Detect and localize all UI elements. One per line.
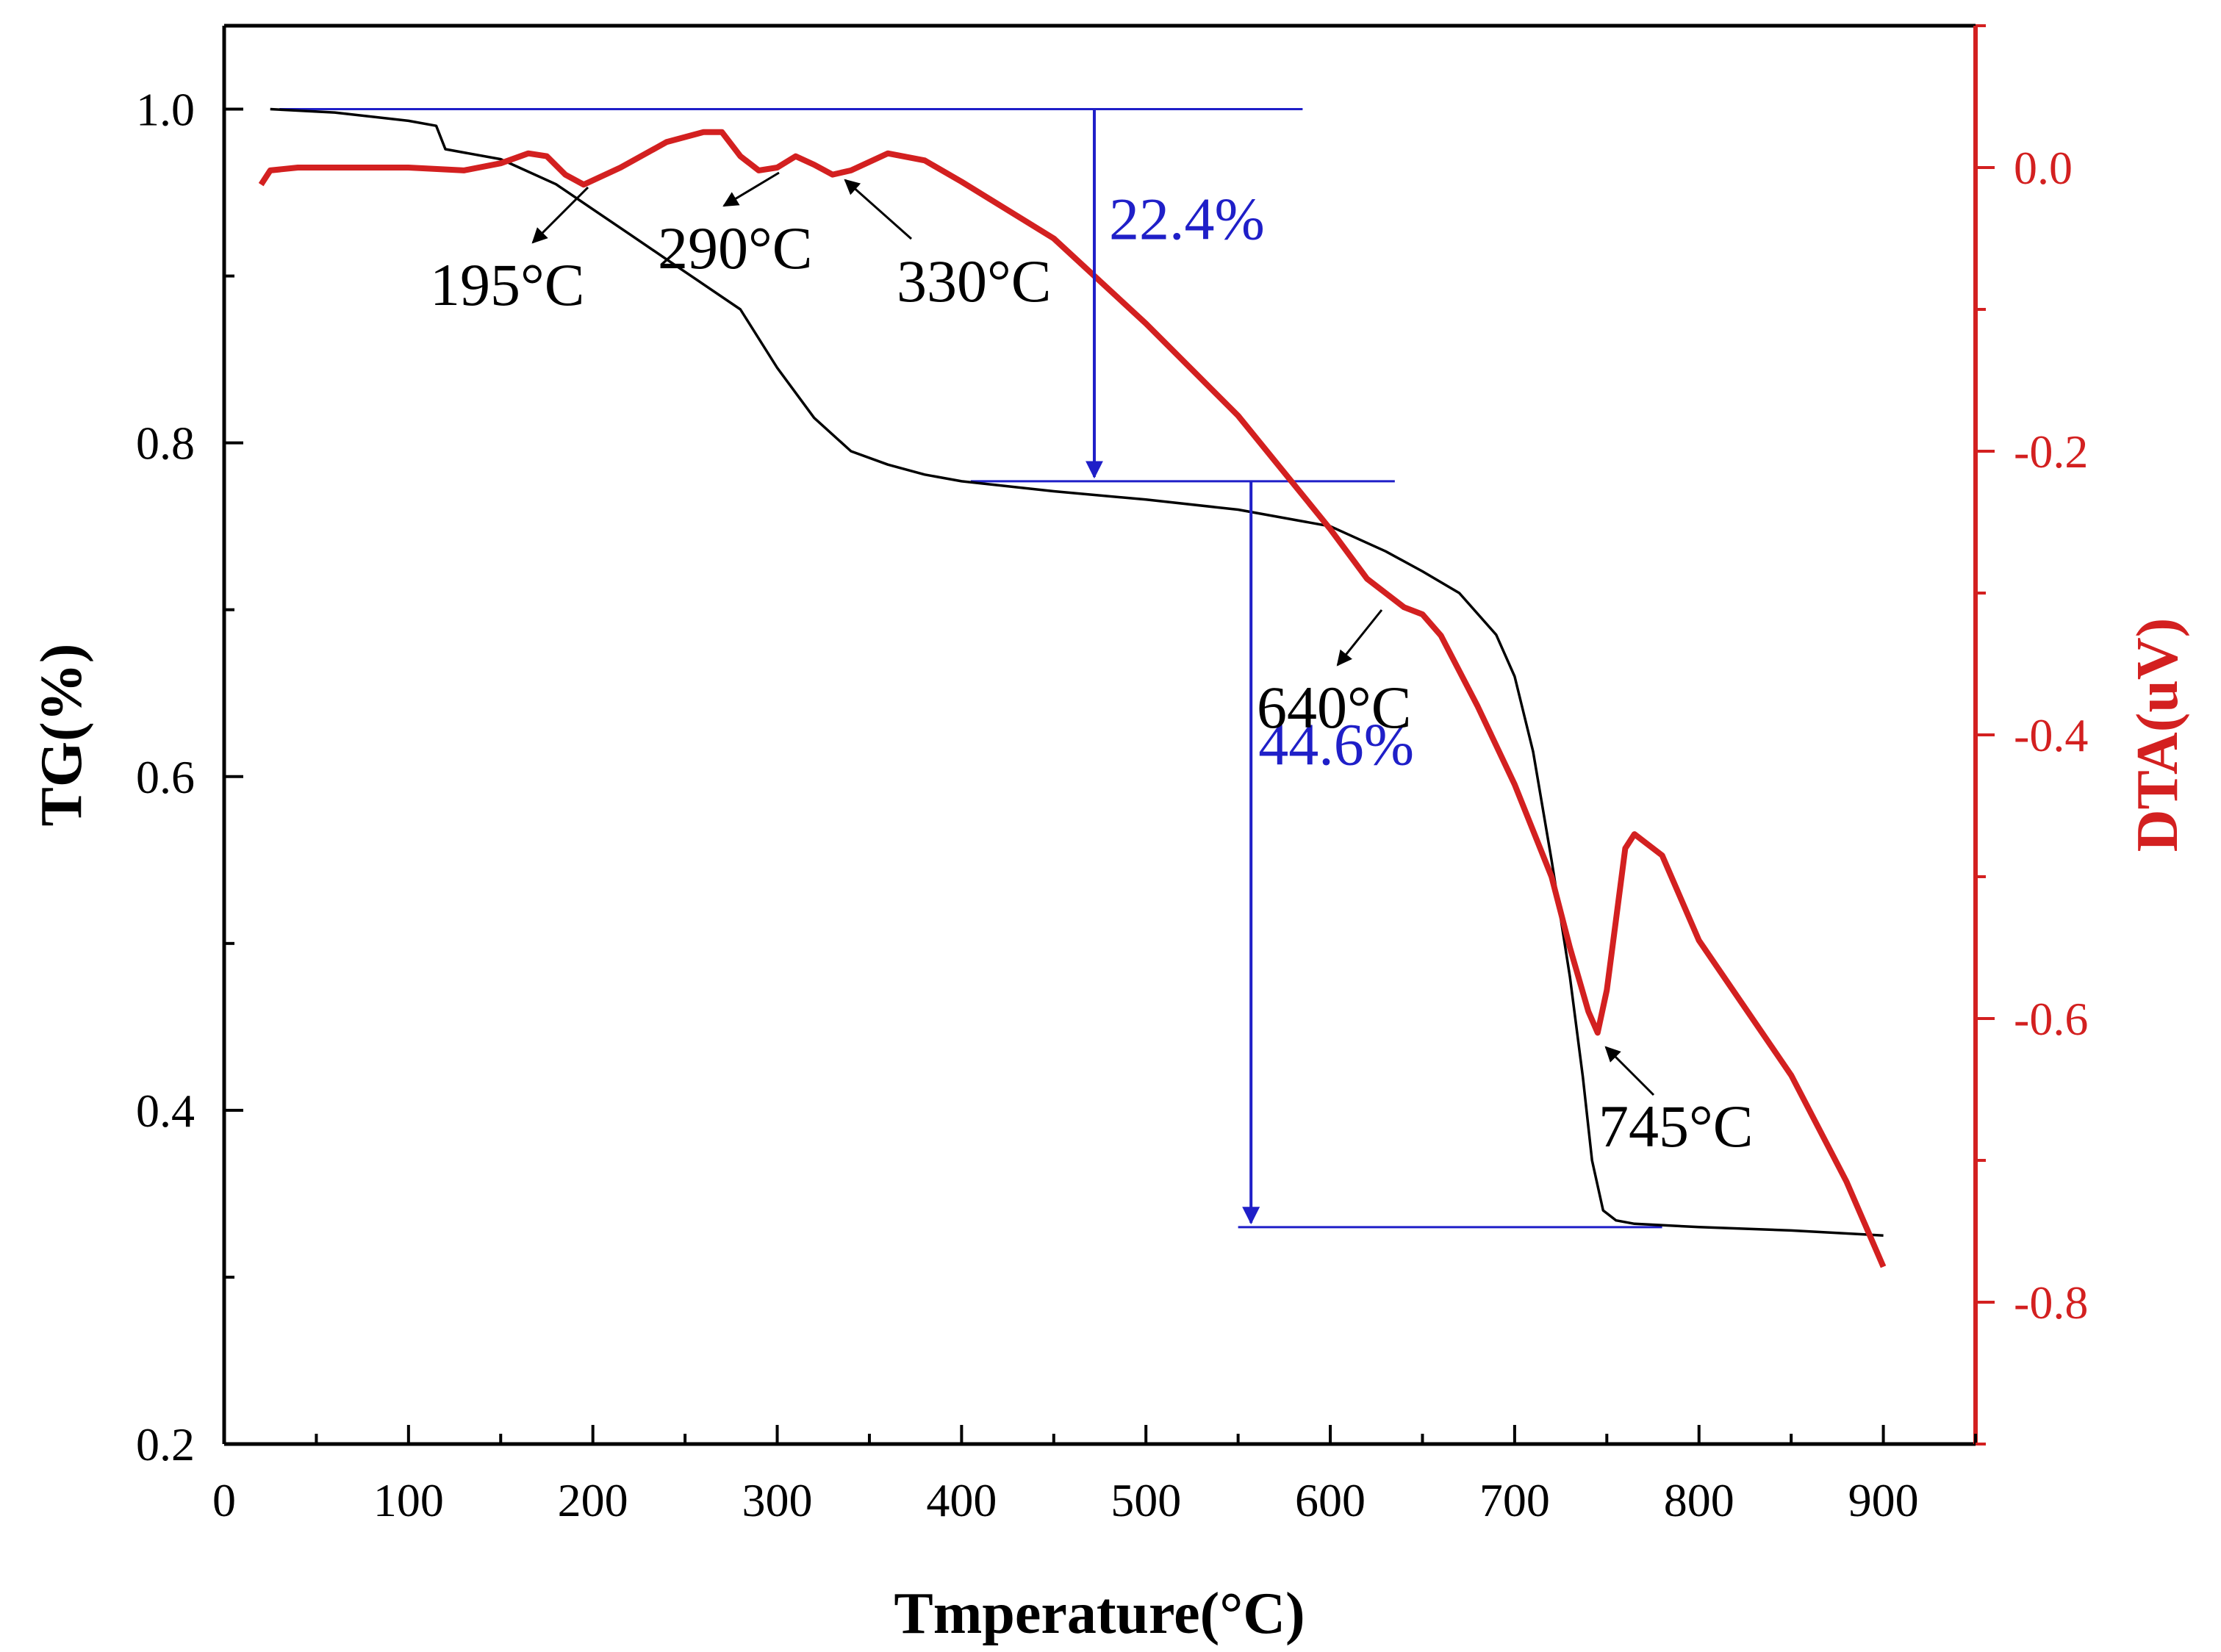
mass-loss-label: 44.6% (1258, 711, 1414, 778)
peak-arrow (844, 179, 912, 240)
y-left-tick-label: 0.2 (136, 1418, 195, 1470)
peak-arrow (531, 186, 589, 244)
y-left-tick-label: 0.6 (136, 751, 195, 803)
x-tick-label: 700 (1479, 1474, 1550, 1526)
y-right-tick-label: -0.8 (2014, 1276, 2088, 1329)
peak-label: 290°C (658, 215, 813, 281)
x-tick-label: 600 (1295, 1474, 1366, 1526)
x-tick-label: 400 (926, 1474, 997, 1526)
peak-label: 640°C (1257, 674, 1412, 741)
x-axis-title: Tmperature(°C) (894, 1581, 1305, 1646)
reference-lines (279, 108, 1662, 1229)
peak-label: 745°C (1599, 1093, 1754, 1160)
x-tick-label: 200 (558, 1474, 628, 1526)
series-tg-line (270, 107, 1884, 1237)
mass-loss-label: 22.4% (1109, 186, 1265, 253)
plot-frame (222, 24, 1978, 1446)
peak-arrow (1604, 1046, 1655, 1096)
x-tick-label: 0 (212, 1474, 236, 1526)
axis-ticks (223, 24, 1995, 1446)
x-tick-label: 900 (1848, 1474, 1919, 1526)
mass-loss-arrows: 22.4% 44.6% (1085, 109, 1414, 1225)
peak-annotations: 195°C 290°C 330°C 640°C 745°C (430, 171, 1754, 1160)
x-tick-label: 100 (373, 1474, 444, 1526)
y-axis-title-left: TG(%) (29, 644, 94, 827)
y-right-tick-label: 0.0 (2014, 142, 2073, 194)
y-right-tick-label: -0.6 (2014, 993, 2088, 1045)
y-right-tick-label: -0.2 (2014, 425, 2088, 478)
y-left-tick-label: 1.0 (136, 84, 195, 136)
data-series (258, 107, 1887, 1268)
peak-arrow (1336, 609, 1383, 667)
y-left-tick-label: 0.4 (136, 1085, 195, 1137)
peak-arrow (722, 171, 780, 207)
x-tick-label: 500 (1110, 1474, 1181, 1526)
y-axis-title-right: DTA(uV) (2125, 618, 2190, 852)
y-right-tick-label: -0.4 (2014, 709, 2088, 761)
y-left-tick-label: 0.8 (136, 417, 195, 470)
peak-label: 195°C (430, 251, 585, 318)
peak-label: 330°C (897, 248, 1052, 315)
axis-tick-labels: 0 100 200 300 400 500 600 700 800 900 0.2 0.4 0.6 0.8… (136, 84, 2088, 1526)
series-dta-line (258, 129, 1887, 1268)
x-tick-label: 800 (1664, 1474, 1734, 1526)
x-tick-label: 300 (742, 1474, 813, 1526)
